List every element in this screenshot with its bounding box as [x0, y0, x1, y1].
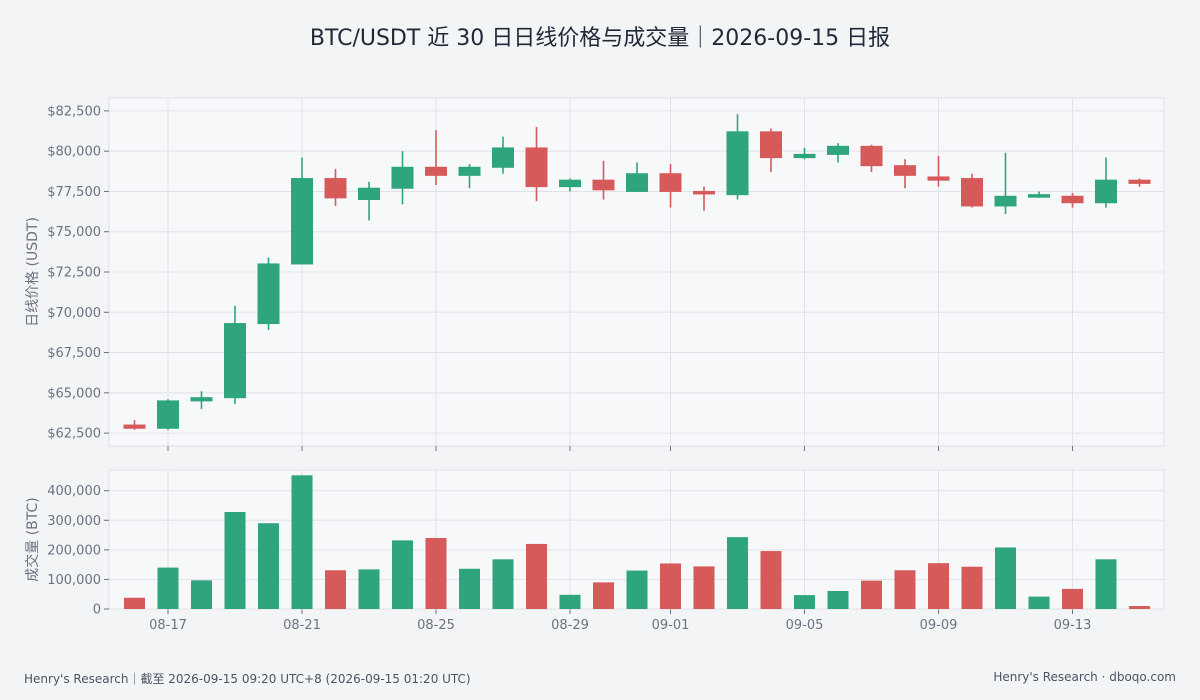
- candle-body: [860, 145, 883, 167]
- candle-body: [190, 397, 213, 402]
- price-ytick-label: $77,500: [47, 185, 101, 200]
- volume-bar: [492, 559, 514, 609]
- candle-body: [559, 179, 581, 188]
- candle-body: [659, 173, 682, 192]
- volume-bar: [1062, 588, 1083, 609]
- candle-body: [961, 178, 983, 207]
- volume-bar: [626, 570, 648, 609]
- candle-body: [726, 131, 749, 196]
- x-tick-label: 08-21: [283, 618, 321, 633]
- volume-bar: [258, 523, 279, 609]
- candle-body: [324, 178, 347, 199]
- volume-bar: [727, 537, 748, 609]
- candle-body: [391, 166, 414, 189]
- candle-body: [1061, 195, 1084, 204]
- candle-body: [123, 424, 146, 429]
- candle-body: [927, 176, 950, 181]
- candle-body: [291, 178, 313, 265]
- price-ytick-label: $67,500: [47, 346, 101, 361]
- volume-ytick-label: 300,000: [47, 514, 101, 529]
- volume-bar: [861, 580, 882, 609]
- volume-bar: [459, 568, 480, 609]
- x-tick-label: 08-29: [551, 618, 589, 633]
- price-ytick-label: $75,000: [47, 225, 101, 240]
- volume-bar: [995, 547, 1016, 609]
- price-ytick-label: $72,500: [47, 266, 101, 281]
- volume-ytick-label: 100,000: [47, 573, 101, 588]
- price-ytick-label: $62,500: [47, 427, 101, 442]
- candle-body: [458, 166, 481, 176]
- candle-body: [760, 131, 782, 159]
- candle-body: [1095, 179, 1117, 204]
- volume-bar: [291, 475, 313, 609]
- price-ytick-label: $80,000: [47, 145, 101, 160]
- volume-bar: [894, 570, 916, 609]
- volume-ytick-label: 200,000: [47, 543, 101, 558]
- x-tick-label: 09-13: [1054, 618, 1092, 633]
- volume-bar: [425, 538, 447, 609]
- volume-bar: [1129, 606, 1150, 609]
- candle-body: [257, 263, 280, 325]
- candle-body: [592, 179, 615, 191]
- volume-bar: [928, 563, 949, 609]
- x-tick-label: 08-17: [149, 618, 187, 633]
- volume-bar: [392, 540, 413, 609]
- volume-ylabel: 成交量 (BTC): [24, 497, 41, 582]
- candle-body: [492, 147, 514, 168]
- volume-bar: [593, 582, 614, 609]
- volume-bar: [961, 566, 983, 609]
- volume-bar: [760, 551, 782, 609]
- candle-body: [626, 173, 648, 192]
- footer-source: Henry's Research｜截至 2026-09-15 09:20 UTC…: [24, 672, 471, 686]
- volume-ytick-label: 400,000: [47, 484, 101, 499]
- footer-site: Henry's Research · dboqo.com: [993, 670, 1176, 684]
- x-tick-label: 09-01: [652, 618, 690, 633]
- candle-body: [1128, 179, 1151, 184]
- candle-body: [994, 195, 1017, 207]
- x-tick-label: 08-25: [417, 618, 455, 633]
- price-ytick-label: $65,000: [47, 386, 101, 401]
- volume-bar: [827, 590, 849, 609]
- candle-body: [793, 153, 816, 159]
- price-ylabel: 日线价格 (USDT): [25, 217, 41, 327]
- candle-body: [1028, 194, 1050, 198]
- volume-ytick-label: 0: [93, 603, 101, 618]
- volume-bar: [1028, 596, 1050, 609]
- candle-body: [425, 166, 447, 176]
- candle-body: [157, 400, 179, 429]
- candle-body: [693, 190, 715, 195]
- volume-bar: [325, 570, 346, 609]
- x-tick-label: 09-09: [920, 618, 958, 633]
- candle-body: [358, 187, 380, 201]
- volume-bar: [660, 563, 681, 609]
- volume-bar: [526, 543, 547, 609]
- volume-bar: [157, 567, 179, 609]
- chart-title: BTC/USDT 近 30 日日线价格与成交量｜2026-09-15 日报: [309, 26, 891, 51]
- candle-body: [525, 147, 548, 188]
- volume-bar: [794, 595, 815, 609]
- x-tick-label: 09-05: [786, 618, 824, 633]
- volume-bar: [191, 580, 212, 609]
- candle-body: [827, 145, 849, 155]
- price-ytick-label: $82,500: [47, 104, 101, 119]
- volume-bar: [1095, 559, 1117, 609]
- candle-body: [894, 165, 916, 176]
- volume-bar: [358, 569, 380, 609]
- volume-bar: [693, 566, 715, 609]
- volume-bar: [224, 511, 246, 609]
- volume-bar: [124, 597, 145, 609]
- price-ytick-label: $70,000: [47, 306, 101, 321]
- candle-body: [224, 323, 246, 399]
- volume-bar: [559, 594, 581, 609]
